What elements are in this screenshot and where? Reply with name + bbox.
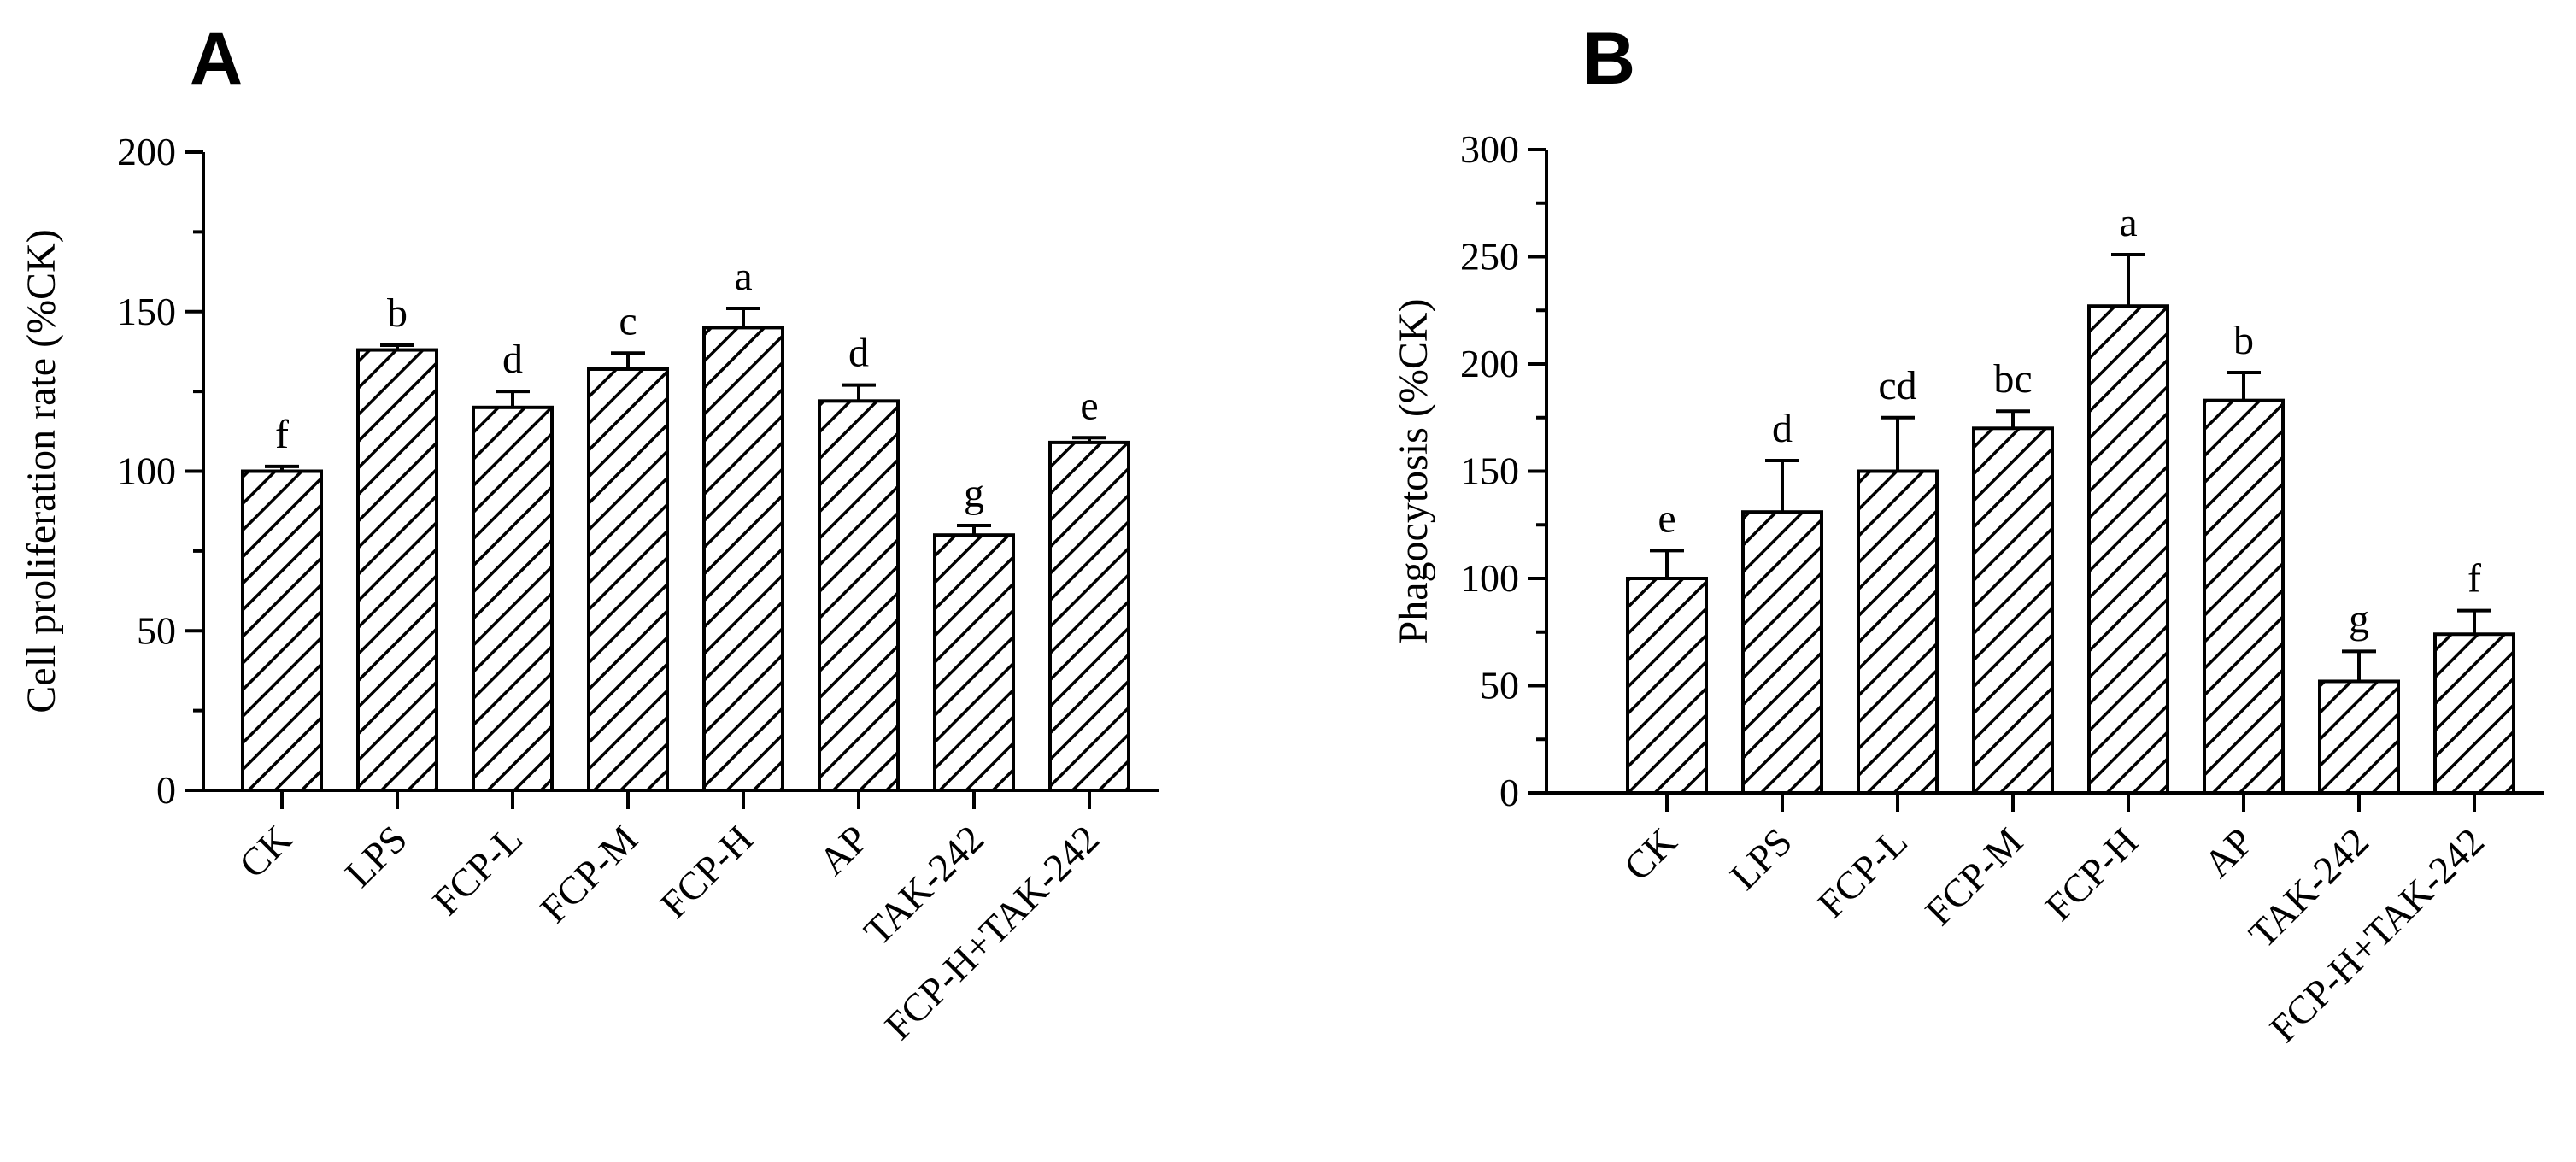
y-axis-label: Phagocytosis (%CK) [1391,299,1436,644]
y-tick-label: 100 [1460,556,1519,600]
bar-ap [818,399,900,792]
bar-ap [2203,398,2285,795]
category-label: FCP-H+TAK-242 [2262,819,2492,1050]
category-label: FCP-M [1916,819,2031,934]
category-label: FCP-H [2037,819,2146,929]
y-tick-label: 250 [1460,235,1519,279]
category-label: FCP-L [424,817,531,924]
bar-ck [241,469,323,792]
significance-label: e [1080,383,1098,428]
significance-label: b [2233,318,2254,363]
category-label: CK [1616,819,1685,889]
bar-fcp-l [1857,469,1939,795]
y-axis-label: Cell proliferation rate (%CK) [19,229,64,713]
significance-label: g [964,471,984,516]
bar-fcp-h [702,326,784,792]
y-tick-label: 200 [1460,342,1519,385]
y-tick-label: 150 [1460,449,1519,493]
bar-tak-242 [933,533,1015,792]
bar-lps [356,348,438,792]
category-label: CK [231,817,300,886]
category-label: FCP-L [1809,819,1916,926]
y-tick-label: 0 [1499,771,1519,814]
bar-fcp-h-tak-242 [2433,632,2515,795]
panel-label-b: B [1582,18,1635,100]
y-tick-label: 150 [117,290,176,333]
significance-label: cd [1878,363,1916,408]
significance-label: bc [1993,356,2032,402]
panel-label-a: A [190,18,243,100]
bar-lps [1741,510,1823,795]
category-label: FCP-M [531,817,646,931]
bar-fcp-m [587,367,669,792]
y-tick-label: 0 [156,768,176,812]
significance-label: a [2119,200,2137,245]
significance-label: f [2467,556,2481,602]
significance-label: e [1658,496,1675,541]
significance-label: f [275,412,289,457]
bar-fcp-h-tak-242 [1048,440,1130,792]
significance-label: b [387,290,408,336]
y-tick-label: 100 [117,449,176,493]
category-label: FCP-H [652,817,761,926]
significance-label: c [619,298,637,343]
y-tick-label: 300 [1460,127,1519,171]
category-label: LPS [337,817,415,895]
category-label: FCP-H+TAK-242 [877,817,1107,1048]
chart-panel-b: B 0 50 100 150 200 250 300 Phagocytosis (%CK) e CK… [1391,18,2544,1050]
bar-fcp-h [2087,304,2169,795]
significance-label: g [2349,596,2369,642]
y-tick-label: 50 [1480,664,1519,707]
category-label: AP [2195,819,2262,886]
y-tick-label: 50 [137,608,176,652]
category-label: LPS [1722,819,1800,898]
bar-fcp-l [472,405,554,792]
chart-panel-a: A 0 50 100 150 200 Cell proliferation rate (%C… [19,18,1159,1048]
significance-label: d [502,337,523,382]
bar-ck [1626,577,1708,795]
bar-fcp-m [1972,426,2054,795]
significance-label: d [848,331,869,376]
bar-tak-242 [2318,679,2400,795]
category-label: AP [810,817,877,883]
significance-label: d [1772,406,1793,451]
y-tick-label: 200 [117,130,176,173]
significance-label: a [734,254,752,299]
